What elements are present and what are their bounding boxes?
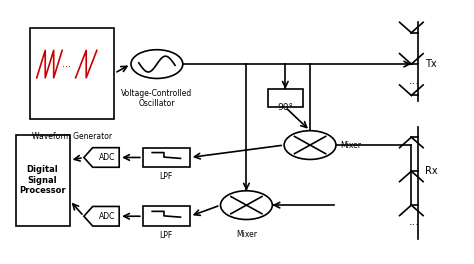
Circle shape [284,131,336,159]
Circle shape [131,50,183,78]
Text: 90°: 90° [277,103,293,112]
Text: Mixer: Mixer [236,230,257,239]
Text: Digital
Signal
Processor: Digital Signal Processor [19,166,66,195]
Polygon shape [84,148,119,167]
Text: LPF: LPF [160,231,173,240]
Text: ADC: ADC [99,212,115,221]
Polygon shape [84,206,119,226]
Bar [30,27,115,119]
Text: Rx: Rx [426,166,438,176]
Text: Mixer: Mixer [341,140,362,150]
Text: Voltage-Controlled
Oscillator: Voltage-Controlled Oscillator [121,89,192,108]
Text: ...: ... [62,59,71,69]
Text: ADC: ADC [99,153,115,162]
Bar [143,148,190,167]
Text: ...: ... [408,76,419,86]
Text: Waveform Generator: Waveform Generator [32,132,112,141]
Circle shape [220,191,273,219]
Bar [143,206,190,226]
Text: Tx: Tx [426,59,437,69]
Bar [16,135,70,226]
Bar [268,89,303,107]
Text: LPF: LPF [160,172,173,181]
Text: ...: ... [408,217,419,227]
